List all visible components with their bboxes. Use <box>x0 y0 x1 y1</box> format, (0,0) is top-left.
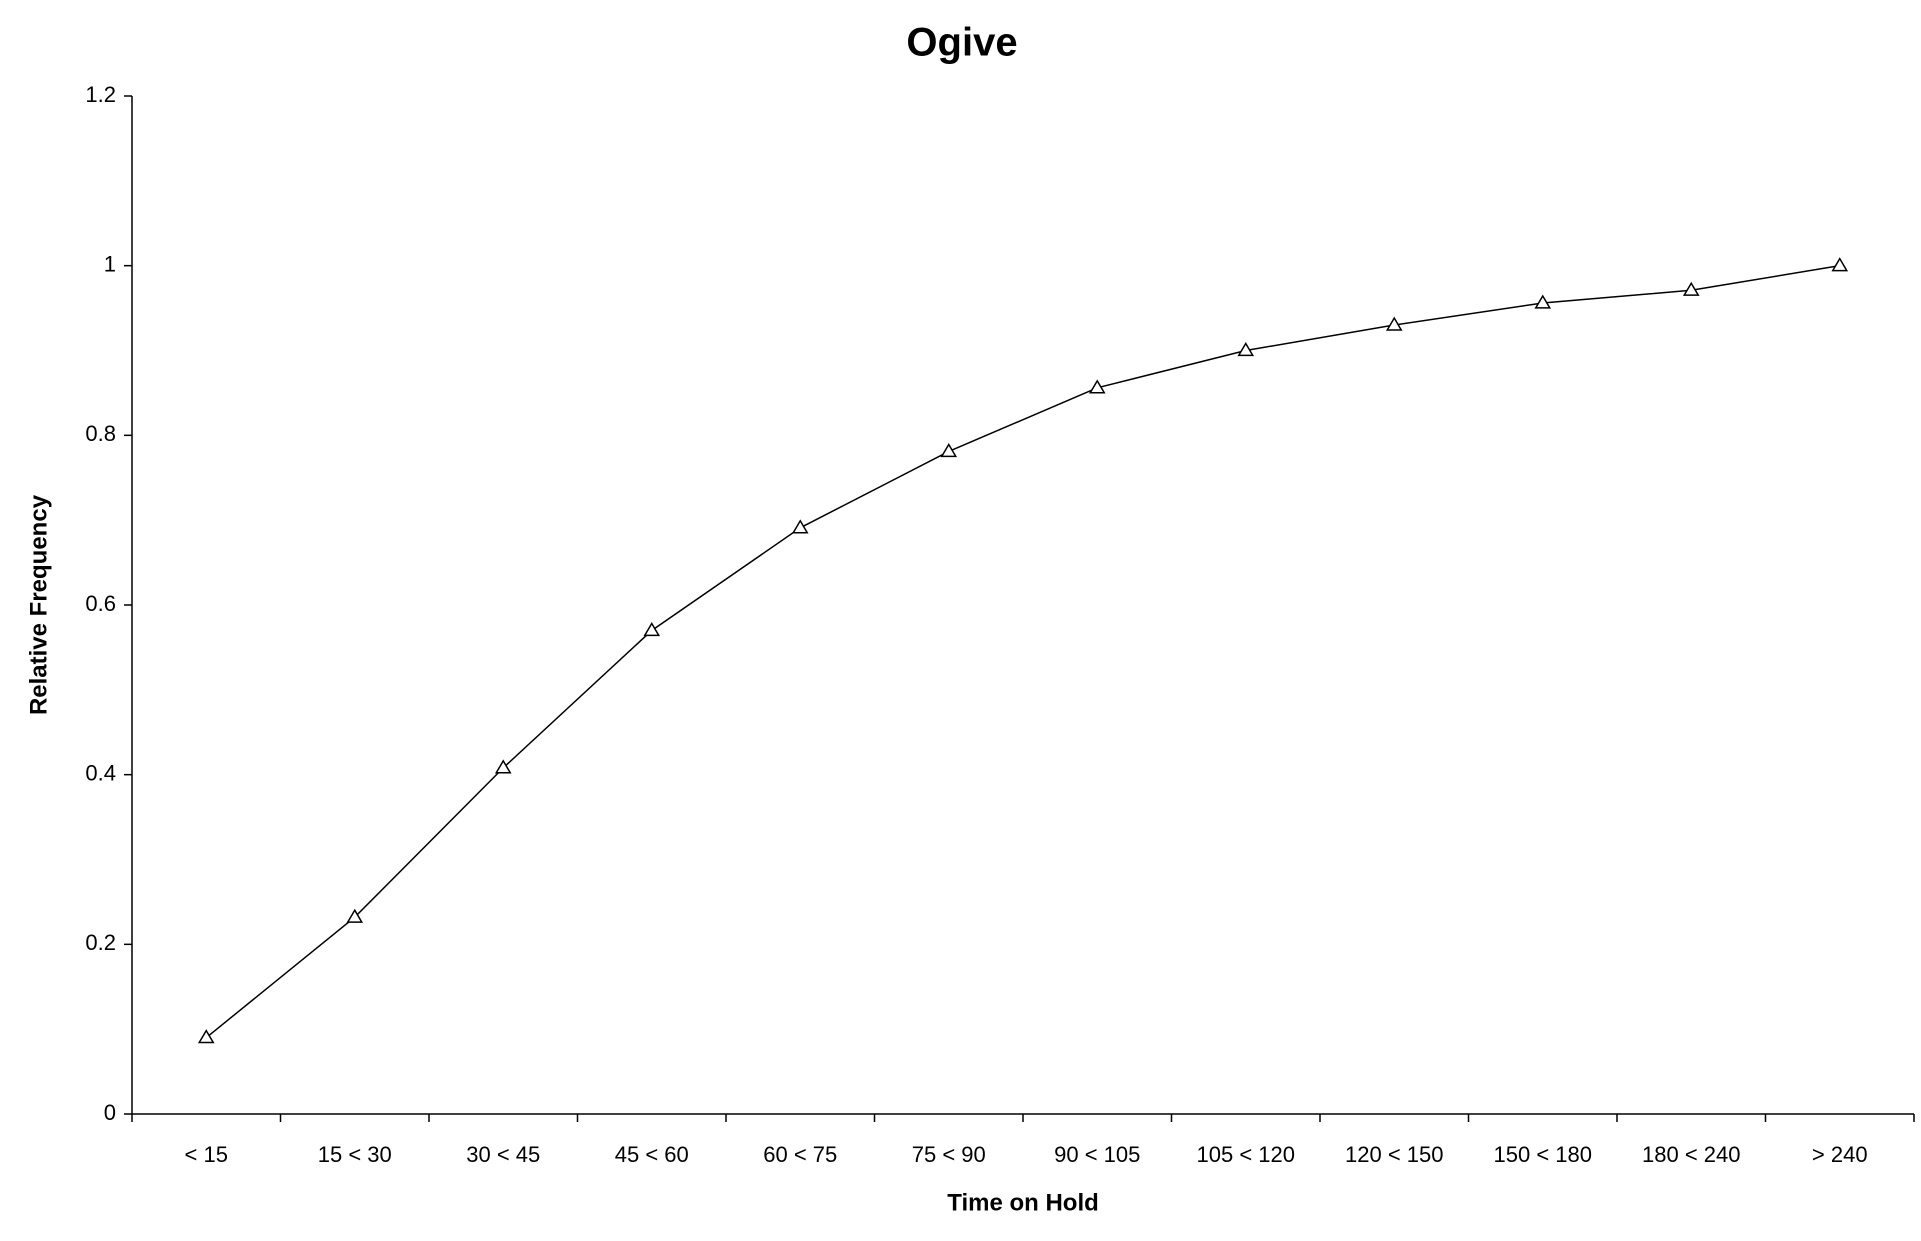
x-tick-label: 15 < 30 <box>318 1142 392 1167</box>
x-tick-label: 105 < 120 <box>1197 1142 1295 1167</box>
y-tick-label: 0.8 <box>85 421 116 446</box>
y-tick-label: 1 <box>104 251 116 276</box>
x-tick-label: 75 < 90 <box>912 1142 986 1167</box>
data-point <box>1385 316 1403 331</box>
y-tick-label: 0.2 <box>85 930 116 955</box>
x-tick-label: 30 < 45 <box>466 1142 540 1167</box>
data-line <box>205 264 1840 1039</box>
y-tick-label: 0.6 <box>85 591 116 616</box>
data-point <box>1534 294 1552 309</box>
chart-title: Ogive <box>906 21 1017 65</box>
data-point <box>346 908 364 923</box>
y-axis-title: Relative Frequency <box>25 494 52 715</box>
data-point <box>1682 281 1700 296</box>
data-point <box>197 1029 215 1044</box>
data-point <box>1237 342 1255 357</box>
data-point <box>1831 257 1849 272</box>
y-tick-label: 1.2 <box>85 82 116 107</box>
x-tick-label: 90 < 105 <box>1054 1142 1140 1167</box>
data-point <box>494 759 512 774</box>
y-tick-label: 0 <box>104 1100 116 1125</box>
x-tick-label: 150 < 180 <box>1494 1142 1592 1167</box>
data-point <box>643 621 661 637</box>
x-tick-label: 45 < 60 <box>615 1142 689 1167</box>
x-tick-label: 180 < 240 <box>1642 1142 1740 1167</box>
data-point <box>791 519 809 534</box>
data-point <box>1088 379 1106 394</box>
x-axis-title: Time on Hold <box>947 1189 1099 1216</box>
x-tick-label: < 15 <box>185 1142 228 1167</box>
y-tick-label: 0.4 <box>85 760 116 785</box>
x-tick-label: > 240 <box>1812 1142 1868 1167</box>
x-tick-label: 60 < 75 <box>763 1142 837 1167</box>
x-tick-label: 120 < 150 <box>1345 1142 1443 1167</box>
data-point <box>940 442 958 458</box>
